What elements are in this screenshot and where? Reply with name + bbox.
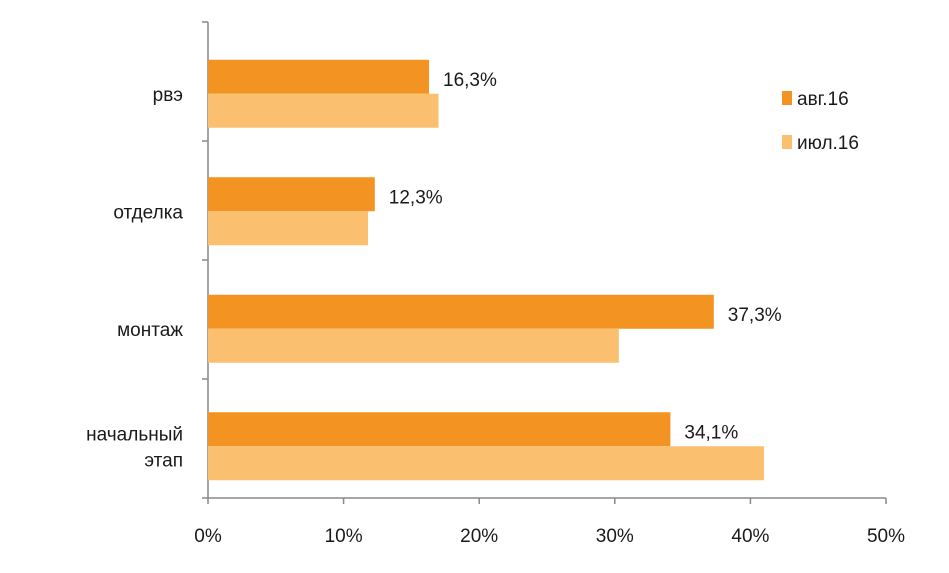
- data-label: 37,3%: [728, 305, 782, 326]
- legend-swatch: [782, 91, 792, 105]
- bar: [208, 446, 764, 481]
- data-label: 12,3%: [389, 187, 443, 208]
- data-label: 34,1%: [684, 422, 738, 443]
- legend-label: авг.16: [797, 89, 849, 110]
- bar: [208, 211, 369, 246]
- bar: [208, 177, 375, 212]
- data-label: 16,3%: [443, 70, 497, 91]
- category-label: рвэ: [153, 85, 183, 106]
- x-tick-label: 20%: [460, 526, 498, 547]
- category-label: начальный: [86, 424, 183, 445]
- x-tick-label: 50%: [867, 526, 905, 547]
- x-tick-label: 10%: [325, 526, 363, 547]
- bar: [208, 93, 439, 128]
- legend-label: июл.16: [797, 133, 859, 154]
- bar: [208, 294, 714, 329]
- bar: [208, 59, 430, 94]
- category-label: отделка: [113, 202, 183, 223]
- bar: [208, 328, 619, 363]
- bar: [208, 412, 671, 447]
- x-tick-label: 30%: [596, 526, 634, 547]
- x-tick-label: 40%: [731, 526, 769, 547]
- category-label: этап: [144, 450, 183, 471]
- legend-swatch: [782, 135, 792, 149]
- x-tick-label: 0%: [194, 526, 222, 547]
- category-label: монтаж: [117, 320, 183, 341]
